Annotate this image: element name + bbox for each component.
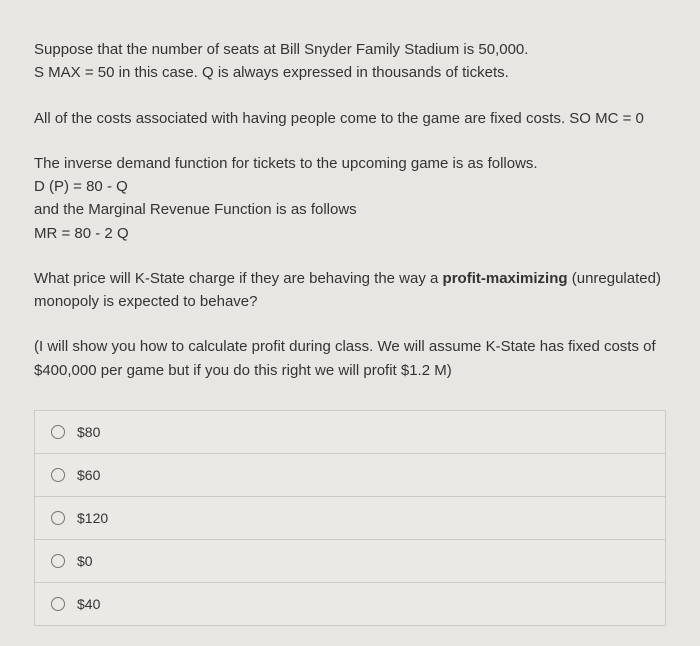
radio-icon — [51, 554, 65, 568]
text-line: Suppose that the number of seats at Bill… — [34, 38, 666, 61]
radio-icon — [51, 511, 65, 525]
option-row[interactable]: $120 — [35, 497, 665, 540]
question-pre: What price will K-State charge if they a… — [34, 270, 443, 287]
option-row[interactable]: $0 — [35, 540, 665, 583]
text-line: and the Marginal Revenue Function is as … — [34, 198, 666, 221]
text-line: S MAX = 50 in this case. Q is always exp… — [34, 61, 666, 84]
question-page: Suppose that the number of seats at Bill… — [0, 0, 700, 646]
text-line: D (P) = 80 - Q — [34, 175, 666, 198]
radio-icon — [51, 468, 65, 482]
option-label: $60 — [77, 467, 100, 483]
option-row[interactable]: $80 — [35, 411, 665, 454]
option-label: $40 — [77, 596, 100, 612]
question-bold: profit-maximizing — [443, 270, 568, 287]
text-line: The inverse demand function for tickets … — [34, 152, 666, 175]
paragraph-costs: All of the costs associated with having … — [34, 107, 666, 130]
option-label: $80 — [77, 424, 100, 440]
text-line: All of the costs associated with having … — [34, 110, 644, 127]
paragraph-intro: Suppose that the number of seats at Bill… — [34, 38, 666, 85]
paragraph-note: (I will show you how to calculate profit… — [34, 335, 666, 382]
text-line: (I will show you how to calculate profit… — [34, 338, 656, 378]
radio-icon — [51, 597, 65, 611]
option-row[interactable]: $40 — [35, 583, 665, 626]
option-label: $120 — [77, 510, 108, 526]
paragraph-question: What price will K-State charge if they a… — [34, 267, 666, 314]
text-line: MR = 80 - 2 Q — [34, 222, 666, 245]
paragraph-demand: The inverse demand function for tickets … — [34, 152, 666, 245]
radio-icon — [51, 425, 65, 439]
options-list: $80 $60 $120 $0 $40 — [34, 410, 666, 626]
option-row[interactable]: $60 — [35, 454, 665, 497]
option-label: $0 — [77, 553, 93, 569]
